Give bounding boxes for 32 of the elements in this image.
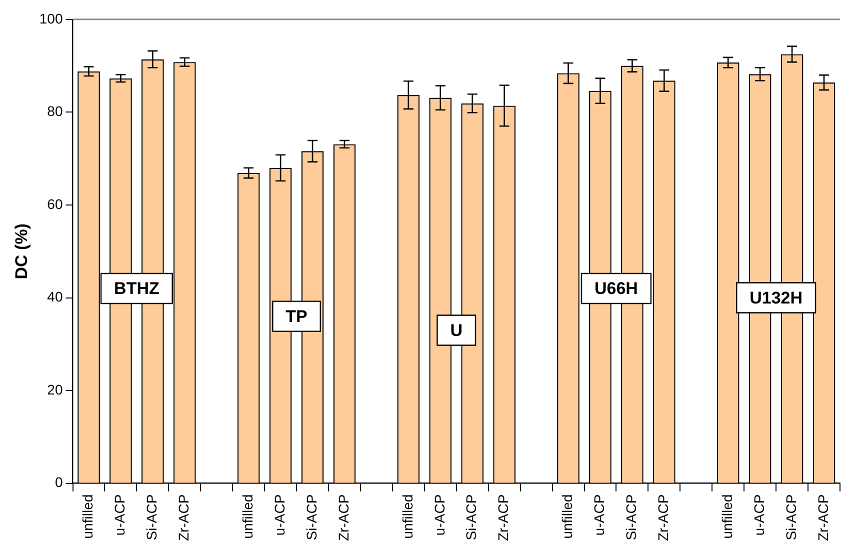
y-tick-label: 40	[47, 288, 63, 305]
y-tick-label: 20	[47, 381, 63, 398]
x-tick-label: Zr-ACP	[335, 494, 352, 542]
annotation: U132H	[750, 288, 803, 308]
x-tick-label: Zr-ACP	[814, 494, 831, 542]
x-tick-label: Zr-ACP	[495, 494, 512, 542]
x-tick-label: Si-ACP	[144, 494, 160, 540]
annotation: TP	[286, 307, 308, 326]
y-axis-title: DC (%)	[12, 224, 31, 280]
x-tick-label: Si-ACP	[782, 494, 799, 540]
x-tick-label: unfilled	[80, 494, 96, 539]
x-tick-label: Zr-ACP	[655, 494, 672, 542]
x-tick-label: unfilled	[718, 494, 735, 539]
x-tick-label: u-ACP	[591, 494, 608, 536]
annotation: BTHZ	[114, 279, 160, 298]
y-tick-label: 100	[39, 10, 63, 26]
x-tick-label: u-ACP	[112, 494, 128, 536]
x-tick-label: Si-ACP	[463, 494, 480, 540]
y-tick-label: 0	[54, 474, 63, 490]
y-tick-label: 80	[47, 103, 63, 120]
annotation: U66H	[594, 279, 638, 298]
x-tick-label: u-ACP	[271, 494, 288, 536]
x-tick-label: u-ACP	[750, 494, 767, 536]
x-tick-label: Si-ACP	[303, 494, 320, 540]
x-tick-label: u-ACP	[431, 494, 448, 536]
x-tick-label: unfilled	[559, 494, 576, 539]
x-tick-label: unfilled	[399, 494, 416, 539]
annotation: U	[450, 320, 463, 340]
x-tick-label: Zr-ACP	[176, 494, 192, 542]
y-tick-label: 60	[47, 196, 63, 212]
x-tick-label: unfilled	[239, 494, 256, 539]
x-tick-label: Si-ACP	[623, 494, 640, 540]
